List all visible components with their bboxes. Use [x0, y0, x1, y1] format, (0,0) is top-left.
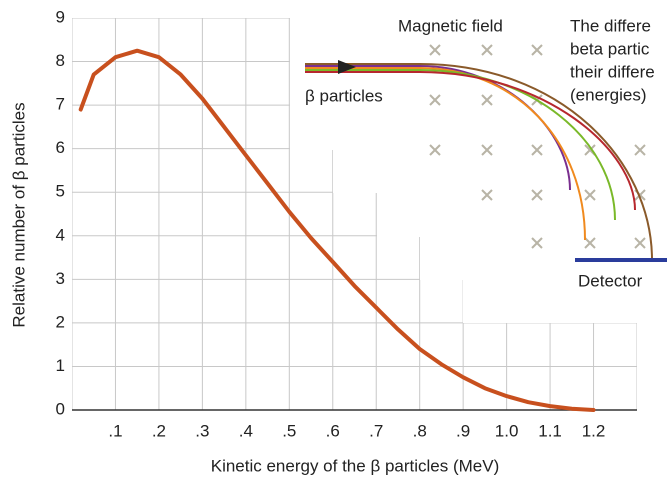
- cross: [429, 44, 441, 56]
- y-tick-label: 4: [56, 225, 65, 244]
- x-tick-label: .7: [369, 421, 383, 440]
- beta-path: [305, 65, 571, 191]
- cross: [584, 144, 596, 156]
- beta-path: [305, 69, 616, 221]
- caption-line: (energies): [570, 85, 647, 104]
- beta-path: [305, 67, 586, 241]
- y-axis-label: Relative number of β particles: [9, 102, 28, 327]
- beta-path: [305, 71, 636, 211]
- field-crosses: [429, 44, 646, 249]
- beam-label: β particles: [305, 86, 383, 105]
- x-tick-label: .3: [195, 421, 209, 440]
- x-tick-label: .9: [456, 421, 470, 440]
- grid: [72, 18, 637, 410]
- caption-line: The differe: [570, 16, 651, 35]
- plot: [78, 48, 596, 412]
- caption-line: their differe: [570, 62, 655, 81]
- x-tick-label: .5: [282, 421, 296, 440]
- detector-label: Detector: [578, 271, 643, 290]
- x-tick-label: .6: [326, 421, 340, 440]
- x-tick-label: .8: [413, 421, 427, 440]
- cross: [634, 237, 646, 249]
- cross: [429, 144, 441, 156]
- cross: [531, 144, 543, 156]
- cross: [531, 189, 543, 201]
- cross: [481, 44, 493, 56]
- y-tick-label: 2: [56, 312, 65, 331]
- x-tick-label: 1.2: [582, 421, 606, 440]
- cross: [634, 144, 646, 156]
- y-tick-label: 0: [56, 399, 65, 418]
- cross: [531, 237, 543, 249]
- y-tick-label: 3: [56, 269, 65, 288]
- y-tick-label: 1: [56, 356, 65, 375]
- x-tick-label: 1.0: [495, 421, 519, 440]
- data-line: [78, 48, 596, 412]
- cross: [531, 44, 543, 56]
- x-tick-label: .4: [239, 421, 253, 440]
- cross: [429, 94, 441, 106]
- y-tick-label: 7: [56, 95, 65, 114]
- caption-line: beta partic: [570, 39, 650, 58]
- y-tick-label: 6: [56, 138, 65, 157]
- y-tick-label: 9: [56, 7, 65, 26]
- x-tick-label: 1.1: [538, 421, 562, 440]
- x-tick-label: .1: [108, 421, 122, 440]
- beta-path: [305, 63, 653, 261]
- cross: [481, 94, 493, 106]
- y-tick-label: 5: [56, 182, 65, 201]
- arrowhead: [338, 60, 356, 74]
- cross: [584, 189, 596, 201]
- field-label: Magnetic field: [398, 16, 503, 35]
- magnetic-diagram: Magnetic field β particles Detector The …: [305, 16, 667, 290]
- cross: [481, 144, 493, 156]
- cross: [481, 189, 493, 201]
- cross: [584, 237, 596, 249]
- cross: [634, 189, 646, 201]
- x-tick-label: .2: [152, 421, 166, 440]
- y-tick-label: 8: [56, 51, 65, 70]
- x-axis-label: Kinetic energy of the β particles (MeV): [211, 456, 500, 475]
